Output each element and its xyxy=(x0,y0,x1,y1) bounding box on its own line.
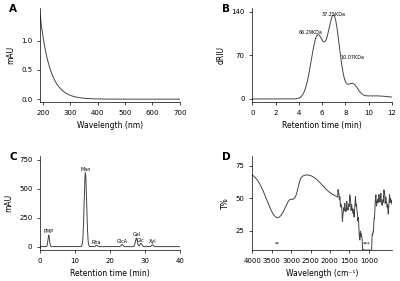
Text: ***: *** xyxy=(363,241,370,246)
Text: D: D xyxy=(222,152,230,162)
Text: GlcA: GlcA xyxy=(116,239,128,244)
Y-axis label: dRIU: dRIU xyxy=(217,46,226,64)
Text: Man: Man xyxy=(80,167,90,172)
X-axis label: Retention time (min): Retention time (min) xyxy=(70,269,150,278)
X-axis label: Wavelength (cm⁻¹): Wavelength (cm⁻¹) xyxy=(286,269,358,278)
Y-axis label: mAU: mAU xyxy=(4,194,14,212)
Text: 37.25KDa: 37.25KDa xyxy=(322,12,346,17)
X-axis label: Wavelength (nm): Wavelength (nm) xyxy=(77,121,143,130)
Text: **: ** xyxy=(275,241,280,246)
Text: Glc: Glc xyxy=(137,238,145,243)
Text: Gal: Gal xyxy=(132,232,140,237)
Text: C: C xyxy=(9,152,17,162)
Text: A: A xyxy=(9,4,17,14)
Text: PMP: PMP xyxy=(44,229,54,234)
Text: 66.29KDa: 66.29KDa xyxy=(298,30,322,35)
Text: B: B xyxy=(222,4,230,14)
Text: Xyl: Xyl xyxy=(149,239,156,244)
X-axis label: Retention time (min): Retention time (min) xyxy=(282,121,362,130)
Text: Rha: Rha xyxy=(92,239,101,244)
Text: 10.07KDa: 10.07KDa xyxy=(340,55,364,60)
Y-axis label: T%: T% xyxy=(221,197,230,209)
Y-axis label: mAU: mAU xyxy=(6,46,16,64)
